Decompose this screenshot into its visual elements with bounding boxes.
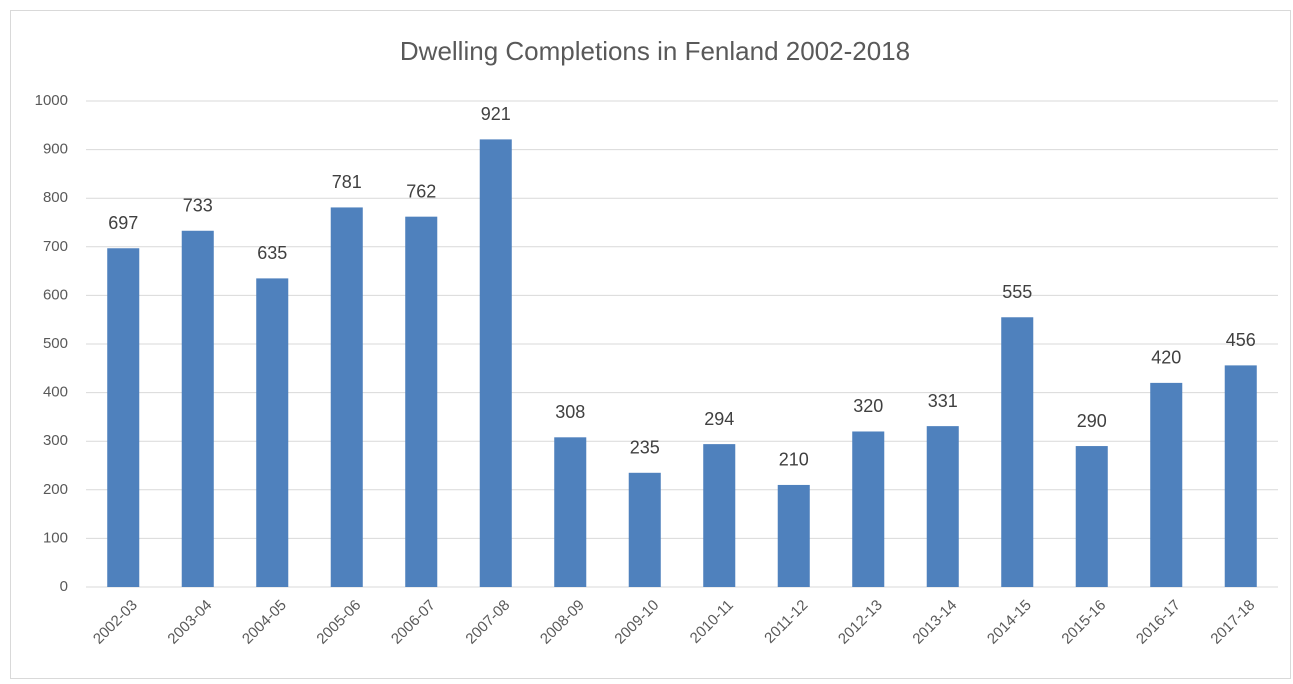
data-label: 235 xyxy=(630,438,660,458)
y-tick-label: 700 xyxy=(43,238,68,255)
bar xyxy=(1150,382,1183,587)
data-label: 635 xyxy=(257,243,287,263)
bar xyxy=(1075,446,1108,587)
y-tick-label: 200 xyxy=(43,481,68,498)
y-tick-label: 1000 xyxy=(35,92,68,109)
y-tick-label: 300 xyxy=(43,432,68,449)
data-label: 294 xyxy=(704,409,734,429)
bar xyxy=(330,207,363,587)
bar xyxy=(777,484,810,587)
data-label: 555 xyxy=(1002,282,1032,302)
bar xyxy=(628,472,661,587)
bar xyxy=(181,230,214,587)
y-tick-label: 600 xyxy=(43,286,68,303)
data-label: 210 xyxy=(779,450,809,470)
bar xyxy=(256,278,289,587)
bar xyxy=(852,431,885,587)
chart-title: Dwelling Completions in Fenland 2002-201… xyxy=(400,36,910,66)
y-tick-label: 0 xyxy=(60,578,68,595)
data-label: 290 xyxy=(1077,411,1107,431)
bar xyxy=(703,444,736,587)
data-label: 331 xyxy=(928,391,958,411)
data-label: 781 xyxy=(332,172,362,192)
data-label: 320 xyxy=(853,396,883,416)
data-label: 420 xyxy=(1151,348,1181,368)
bar xyxy=(405,216,438,587)
y-tick-label: 800 xyxy=(43,189,68,206)
y-tick-label: 500 xyxy=(43,335,68,352)
data-label: 921 xyxy=(481,104,511,124)
bar xyxy=(1001,317,1034,587)
bar xyxy=(1224,365,1257,587)
data-label: 762 xyxy=(406,181,436,201)
data-label: 733 xyxy=(183,196,213,216)
data-label: 456 xyxy=(1226,330,1256,350)
bar xyxy=(554,437,587,587)
bar xyxy=(107,248,140,587)
bar xyxy=(926,426,959,587)
y-tick-label: 400 xyxy=(43,384,68,401)
data-label: 308 xyxy=(555,402,585,422)
bar xyxy=(479,139,512,588)
y-tick-label: 100 xyxy=(43,529,68,546)
data-label: 697 xyxy=(108,213,138,233)
y-tick-label: 900 xyxy=(43,141,68,158)
